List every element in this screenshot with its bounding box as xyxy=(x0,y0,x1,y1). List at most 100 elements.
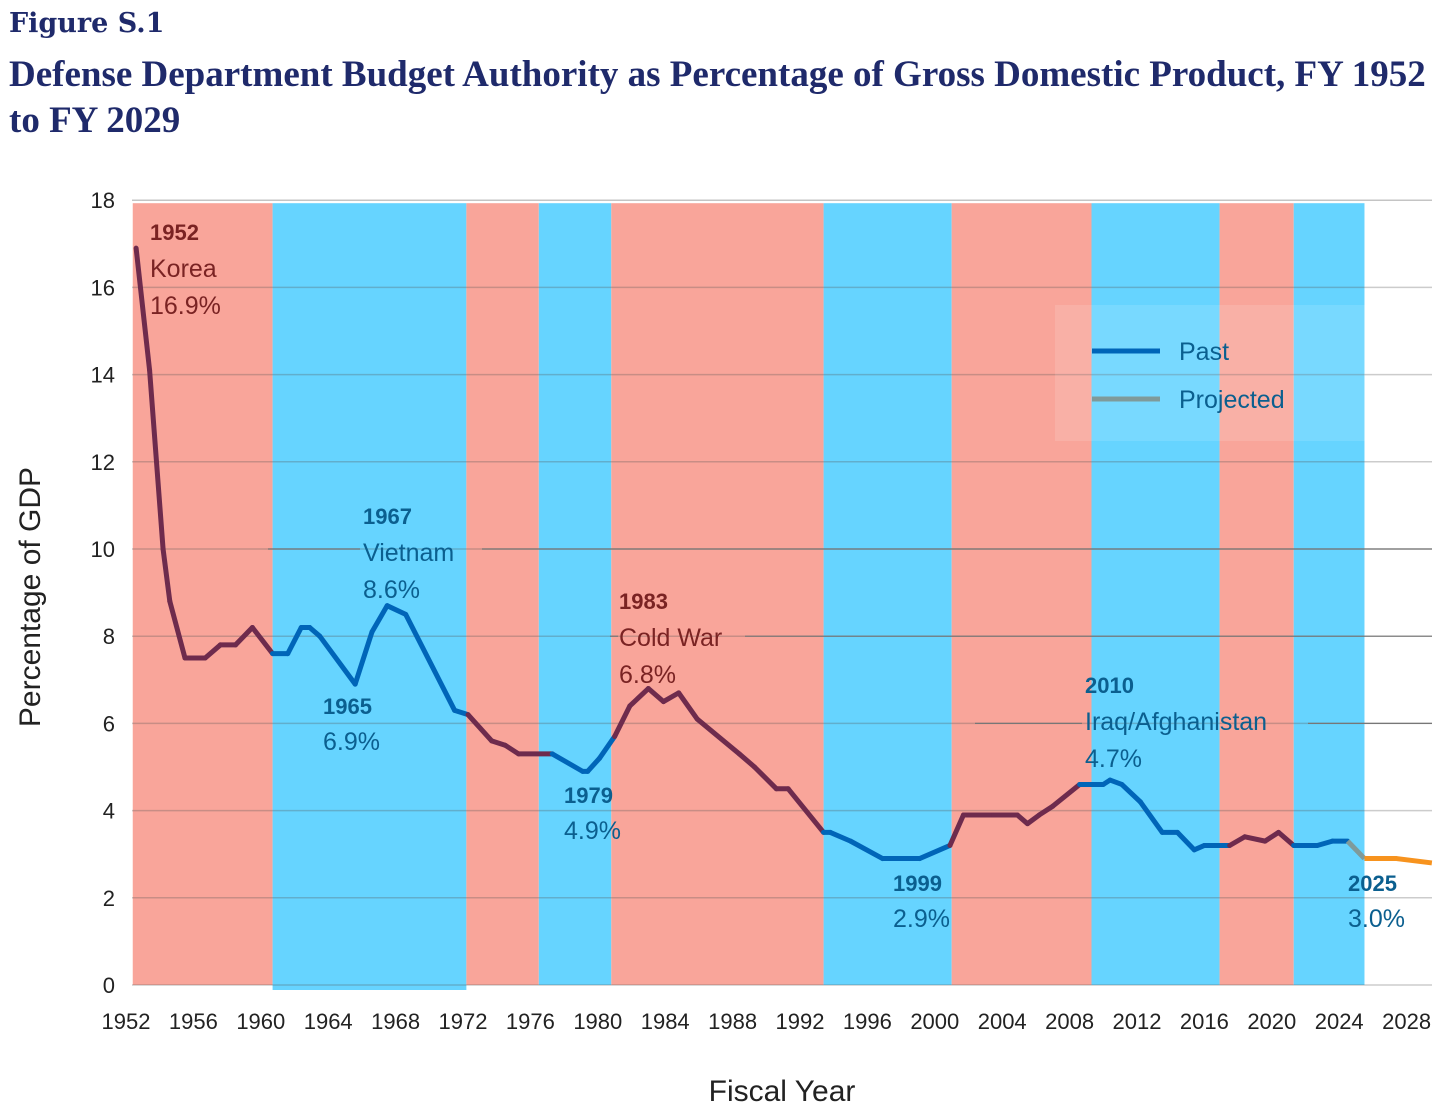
legend-box xyxy=(1055,305,1365,441)
band-red xyxy=(466,203,539,985)
legend-label: Past xyxy=(1179,338,1229,366)
projected-line xyxy=(1345,839,1367,861)
past-line-segment xyxy=(502,742,522,757)
y-tick-label: 2 xyxy=(103,886,115,911)
annotation-value: 8.6% xyxy=(363,576,420,604)
annotation-label: Cold War xyxy=(619,624,722,652)
annotation-label: Korea xyxy=(150,255,217,283)
x-tick-label: 2012 xyxy=(1113,1009,1162,1034)
past-line-segment xyxy=(160,546,173,604)
x-tick-label: 2016 xyxy=(1180,1009,1229,1034)
past-line-segment xyxy=(465,712,495,744)
x-tick-label: 1984 xyxy=(641,1009,690,1034)
past-line-segment xyxy=(676,690,700,722)
figure-label: Figure S.1 xyxy=(9,8,165,39)
chart-title: Defense Department Budget Authority as P… xyxy=(9,54,1426,141)
annotation-year: 2025 xyxy=(1348,871,1397,896)
past-line-segment xyxy=(167,598,188,661)
band-red xyxy=(611,203,824,985)
past-line-segment xyxy=(848,838,886,862)
past-line-segment xyxy=(1276,829,1297,848)
annotation-year: 2010 xyxy=(1085,673,1134,698)
past-line-segment xyxy=(133,245,153,373)
annotation-year: 1979 xyxy=(564,783,613,808)
projected-future-line xyxy=(1364,856,1433,866)
past-line-segment xyxy=(1119,781,1143,805)
annotation-value: 16.9% xyxy=(150,292,221,320)
x-tick-label: 1976 xyxy=(506,1009,555,1034)
x-tick-label: 2024 xyxy=(1315,1009,1364,1034)
annotation-year: 1965 xyxy=(323,694,372,719)
annotation-year: 1967 xyxy=(363,504,412,529)
x-tick-label: 1968 xyxy=(371,1009,420,1034)
past-line-segment xyxy=(369,603,390,635)
x-tick-label: 2028 xyxy=(1382,1009,1431,1034)
y-tick-label: 12 xyxy=(91,450,115,475)
past-line-segment xyxy=(694,716,742,757)
x-tick-label: 1992 xyxy=(776,1009,825,1034)
past-line-segment xyxy=(736,751,758,770)
past-line-segment xyxy=(285,624,304,657)
y-tick-label: 8 xyxy=(103,624,115,649)
annotation-year: 1999 xyxy=(893,871,942,896)
x-tick-label: 1964 xyxy=(304,1009,353,1034)
past-line-segment xyxy=(233,624,255,648)
annotation-value: 6.9% xyxy=(323,728,380,756)
x-tick-label: 1956 xyxy=(169,1009,218,1034)
y-tick-label: 14 xyxy=(91,363,115,388)
annotation-value: 4.7% xyxy=(1085,745,1142,773)
band-blue xyxy=(272,203,467,990)
annotation-value: 6.8% xyxy=(619,661,676,689)
past-line-segment xyxy=(661,690,682,705)
past-line-segment xyxy=(947,812,966,848)
past-line-segment xyxy=(585,755,602,774)
annotation-label: Iraq/Afghanistan xyxy=(1085,708,1267,736)
x-tick-label: 1988 xyxy=(708,1009,757,1034)
past-line-segment xyxy=(1262,829,1282,844)
annotation-year: 1983 xyxy=(619,589,668,614)
past-line-segment xyxy=(752,764,779,792)
band-blue xyxy=(823,203,952,985)
past-line-segment xyxy=(1174,829,1197,853)
past-line-segment xyxy=(549,751,586,774)
past-line-segment xyxy=(827,829,854,844)
annotation-value: 4.9% xyxy=(564,817,621,845)
past-line-segment xyxy=(1137,799,1165,835)
x-axis-title: Fiscal Year xyxy=(709,1075,856,1108)
y-tick-label: 10 xyxy=(91,537,115,562)
x-tick-label: 1996 xyxy=(843,1009,892,1034)
past-line-segment xyxy=(384,603,409,617)
x-tick-label: 1952 xyxy=(102,1009,151,1034)
x-tick-label: 2000 xyxy=(910,1009,959,1034)
past-line-segment xyxy=(645,686,667,705)
annotation-label: Vietnam xyxy=(363,539,454,567)
annotation-value: 3.0% xyxy=(1348,905,1405,933)
y-tick-label: 4 xyxy=(103,799,115,824)
legend-label: Projected xyxy=(1179,386,1285,414)
x-tick-label: 1980 xyxy=(573,1009,622,1034)
past-line-segment xyxy=(1242,834,1268,844)
annotation-value: 2.9% xyxy=(893,905,950,933)
past-line-segment xyxy=(352,629,375,687)
past-line-segment xyxy=(1227,834,1248,848)
past-line-segment xyxy=(403,611,458,713)
x-tick-label: 1960 xyxy=(236,1009,285,1034)
band-red xyxy=(132,203,273,985)
past-line-segment xyxy=(596,733,618,761)
band-blue xyxy=(538,203,612,985)
band-blue xyxy=(1293,203,1365,985)
past-line-segment xyxy=(1036,803,1056,818)
y-axis-title: Percentage of GDP xyxy=(14,467,47,727)
past-line-segment xyxy=(627,686,651,709)
annotation-year: 1952 xyxy=(150,220,199,245)
past-line-segment xyxy=(785,786,827,835)
y-tick-label: 0 xyxy=(103,973,115,998)
y-tick-label: 16 xyxy=(91,275,115,300)
x-tick-label: 2020 xyxy=(1247,1009,1296,1034)
past-line-segment xyxy=(202,642,223,661)
y-tick-label: 18 xyxy=(91,188,115,213)
x-tick-label: 2008 xyxy=(1045,1009,1094,1034)
y-tick-label: 6 xyxy=(103,711,115,736)
past-line-segment xyxy=(1314,838,1335,848)
